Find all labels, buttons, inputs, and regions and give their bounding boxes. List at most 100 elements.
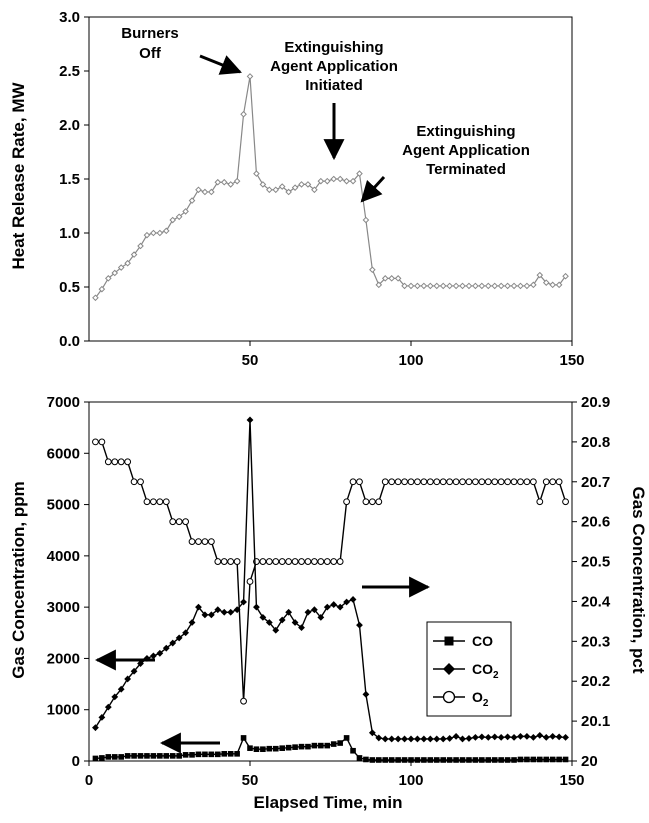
gas-y-tick-label: 3000 (47, 599, 80, 616)
gas-point-co (279, 745, 285, 751)
gas-point-o2 (381, 478, 389, 486)
gas-point-o2 (182, 518, 190, 526)
annotation-line: Extinguishing (284, 39, 383, 56)
gas-point-o2 (426, 478, 434, 486)
gas-point-co2 (542, 734, 550, 741)
gas-point-co2 (233, 606, 241, 614)
gas-point-co2 (207, 611, 215, 619)
hrr-y-tick-label: 2.0 (59, 117, 80, 134)
hrr-data-point (401, 282, 408, 290)
gas-point-o2 (504, 478, 512, 486)
gas-point-co (337, 740, 343, 746)
gas-point-co2 (130, 667, 138, 675)
gas-point-o2 (188, 538, 196, 546)
hrr-data-point (208, 188, 215, 196)
gas-point-co (556, 756, 562, 763)
gas-x-tick-label: 150 (559, 772, 584, 789)
hrr-y-tick-label: 1.5 (59, 171, 80, 188)
hrr-data-point (452, 282, 460, 290)
gas-point-o2 (240, 697, 247, 705)
gas-y2-tick-label: 20.7 (581, 474, 610, 491)
gas-point-co2 (272, 626, 280, 634)
gas-point-co2 (291, 619, 299, 626)
gas-point-co2 (478, 733, 486, 741)
gas-point-co (549, 756, 556, 763)
gas-point-o2 (111, 458, 119, 466)
gas-point-co (272, 745, 279, 752)
gas-point-co2 (362, 690, 370, 698)
hrr-data-point (484, 282, 492, 290)
hrr-data-point (472, 282, 479, 290)
gas-point-co (356, 755, 363, 761)
gas-point-co2 (368, 729, 376, 737)
hrr-y-tick-label: 3.0 (59, 9, 80, 26)
gas-plot-area: 010002000300040005000600070002020.120.22… (47, 394, 611, 789)
gas-point-co2 (510, 734, 518, 741)
hrr-data-point (497, 282, 505, 290)
gas-point-co (176, 753, 182, 759)
gas-y2-tick-label: 20.2 (581, 673, 610, 690)
gas-point-o2 (497, 478, 505, 486)
gas-point-o2 (220, 558, 228, 565)
gas-point-co (169, 753, 176, 759)
hrr-data-point (433, 282, 441, 290)
gas-point-o2 (201, 538, 209, 546)
gas-point-o2 (265, 558, 273, 565)
gas-point-co (305, 743, 311, 750)
gas-point-co2 (265, 619, 273, 626)
hrr-data-point (530, 281, 537, 289)
hrr-data-point (446, 282, 453, 290)
annotation-arrow (360, 175, 386, 203)
gas-y2-tick-label: 20.5 (581, 554, 610, 571)
gas-point-co2 (156, 649, 164, 657)
gas-point-co2 (459, 735, 466, 743)
hrr-data-point (214, 178, 222, 186)
gas-point-o2 (414, 478, 421, 486)
gas-point-co2 (517, 732, 524, 740)
hrr-data-point (394, 275, 402, 282)
gas-point-co2 (182, 629, 189, 637)
gas-point-co2 (401, 735, 408, 743)
gas-point-o2 (517, 478, 524, 486)
hrr-data-point (105, 275, 112, 282)
gas-y2-axis-label: Gas Concentration, pct (629, 486, 648, 673)
gas-point-co (195, 751, 202, 758)
gas-point-co (408, 757, 414, 763)
gas-point-o2 (291, 558, 299, 565)
hrr-plot-area: 0.0 0.5 1.0 1.5 2.0 2.5 3.0 50 100 150 (59, 9, 584, 369)
gas-point-o2 (407, 478, 415, 486)
gas-point-o2 (330, 558, 338, 565)
gas-point-co (208, 751, 215, 758)
gas-point-co (401, 757, 408, 763)
hrr-data-point (272, 186, 280, 194)
gas-point-co (446, 757, 453, 763)
gas-point-co (163, 753, 170, 759)
gas-point-co (99, 755, 105, 761)
hrr-x-tick-label: 50 (242, 352, 259, 369)
gas-point-o2 (439, 478, 447, 486)
gas-point-co2 (104, 703, 112, 711)
hrr-data-point (343, 177, 350, 185)
gas-point-co (376, 757, 382, 763)
hrr-data-point (150, 229, 157, 237)
hrr-x-tick-label: 150 (559, 352, 584, 369)
gas-point-o2 (478, 478, 486, 486)
gas-point-co (343, 735, 350, 741)
gas-point-co (144, 753, 150, 759)
gas-point-co (382, 757, 389, 763)
gas-point-o2 (323, 558, 331, 565)
hrr-data-point (459, 282, 466, 290)
gas-point-co2 (220, 608, 228, 616)
gas-point-co2 (375, 734, 383, 742)
gas-point-co (260, 746, 266, 753)
gas-point-o2 (362, 498, 370, 506)
gas-point-o2 (130, 478, 138, 486)
hrr-data-point (427, 282, 434, 290)
hrr-data-point (311, 186, 318, 194)
annotation-arrow (199, 54, 242, 75)
gas-point-co (537, 756, 543, 763)
gas-point-co (363, 756, 369, 763)
gas-point-o2 (92, 438, 99, 446)
gas-point-co (285, 744, 292, 751)
gas-point-o2 (510, 478, 518, 486)
